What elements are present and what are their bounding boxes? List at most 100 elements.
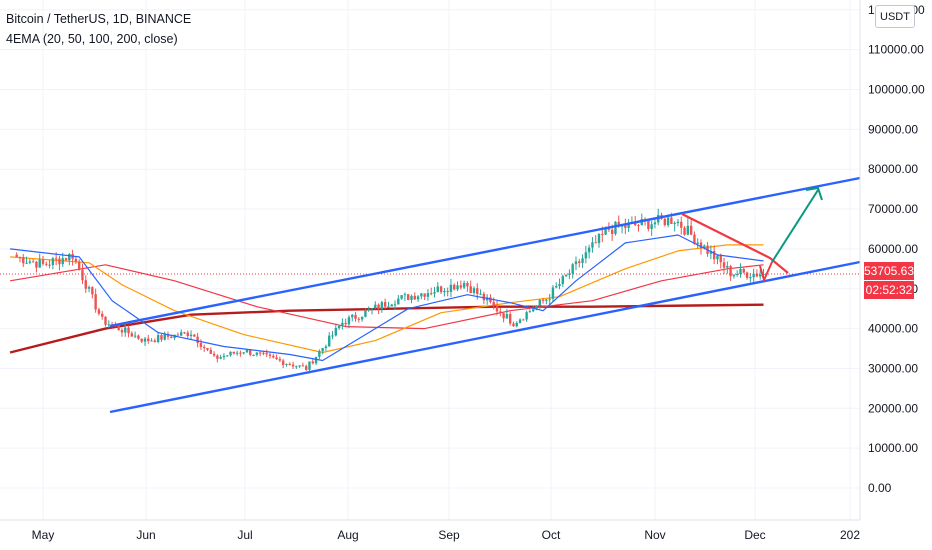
candle-body: [235, 352, 239, 354]
candle-body: [426, 293, 430, 297]
candle-body: [512, 323, 515, 327]
candle-body: [387, 306, 390, 308]
candle-body: [265, 353, 268, 355]
candle-body: [548, 298, 551, 300]
candle-body: [666, 217, 670, 226]
candle-body: [591, 242, 594, 248]
price-tick-label: 80000.00: [868, 162, 918, 176]
candle-body: [597, 233, 601, 244]
candle-body: [400, 295, 403, 299]
candle-body: [502, 313, 505, 319]
time-tick-label: 202: [840, 528, 860, 542]
candle-body: [341, 322, 344, 327]
time-axis[interactable]: May Jun Jul Aug Sep Oct Nov Dec 202: [0, 519, 860, 542]
candle-body: [469, 286, 472, 293]
candle-body: [232, 351, 236, 354]
candle-body: [91, 287, 94, 295]
candle-body: [133, 335, 137, 337]
candle-body: [571, 264, 574, 274]
candle-body: [683, 227, 686, 235]
candle-body: [153, 340, 157, 342]
price-tick-label: 10000.00: [868, 441, 918, 455]
target-arrow-line: [771, 189, 819, 263]
candle-body: [147, 338, 150, 342]
candle-body: [226, 355, 229, 357]
candle-body: [433, 292, 436, 294]
candle-body: [578, 261, 581, 263]
candle-body: [281, 360, 285, 365]
candle-body: [337, 326, 341, 329]
candle-body: [140, 338, 143, 342]
candle-body: [81, 269, 84, 281]
chart-legend: Bitcoin / TetherUS, 1D, BINANCE 4EMA (20…: [6, 9, 191, 49]
time-tick-label: Oct: [542, 528, 561, 542]
time-tick-label: May: [32, 528, 55, 542]
time-tick-label: Jul: [237, 528, 252, 542]
candle-body: [495, 305, 499, 312]
candle-body: [212, 353, 216, 356]
candle-body: [443, 291, 446, 293]
candle-body: [22, 257, 25, 264]
candle-body: [696, 242, 699, 244]
candle-body: [627, 222, 630, 228]
candle-body: [360, 316, 364, 320]
candle-body: [54, 258, 58, 260]
candle-body: [551, 287, 555, 299]
candle-body: [370, 308, 374, 310]
candle-body: [568, 273, 571, 275]
price-tick-label: 0.00: [868, 481, 892, 495]
currency-selector[interactable]: USDT: [875, 5, 915, 28]
price-tick-label: 30000.00: [868, 361, 918, 375]
price-tick-label: 20000.00: [868, 401, 918, 415]
candle-body: [676, 221, 680, 224]
candle-body: [538, 299, 541, 306]
candle-body: [321, 348, 324, 352]
candle-body: [107, 324, 110, 326]
candle-body: [160, 335, 163, 340]
candle-body: [176, 334, 180, 336]
candle-body: [403, 294, 407, 296]
candle-body: [31, 261, 35, 263]
candle-body: [709, 251, 713, 254]
candle-body: [413, 295, 416, 300]
price-axis[interactable]: 120000.00110000.00100000.0090000.0080000…: [859, 0, 925, 520]
candle-body: [446, 291, 449, 293]
candle-body: [156, 335, 160, 342]
candle-body: [255, 352, 259, 355]
price-tick-label: 70000.00: [868, 202, 918, 216]
candle-body: [574, 261, 578, 265]
candle-body: [242, 352, 245, 354]
price-tick-label: 40000.00: [868, 322, 918, 336]
candle-body: [722, 262, 726, 268]
candle-body: [48, 264, 51, 266]
symbol-title[interactable]: Bitcoin / TetherUS, 1D, BINANCE: [6, 12, 192, 26]
candle-body: [703, 245, 706, 249]
candle-body: [693, 234, 696, 244]
candle-body: [301, 365, 305, 367]
channel-upper-line: [109, 176, 861, 328]
candle-body: [318, 351, 321, 357]
candle-body: [183, 332, 186, 334]
candle-body: [617, 221, 620, 227]
wedge-breakout-arrow: [759, 261, 773, 283]
candle-body: [558, 284, 561, 287]
candle-body: [732, 274, 736, 277]
candle-body: [130, 333, 134, 337]
candle-body: [492, 302, 495, 306]
candle-body: [374, 304, 377, 309]
candle-body: [193, 334, 196, 337]
candle-body: [689, 225, 693, 235]
indicator-label[interactable]: 4EMA (20, 50, 100, 200, close): [6, 32, 178, 46]
candle-body: [742, 268, 745, 273]
candle-body: [555, 286, 558, 288]
candle-body: [245, 349, 249, 353]
candle-body: [561, 276, 565, 285]
candle-body: [594, 242, 597, 244]
candle-body: [673, 223, 676, 225]
candle-body: [239, 352, 242, 354]
price-tick-label: 100000.00: [868, 83, 925, 97]
candle-body: [406, 294, 410, 301]
candle-body: [584, 252, 588, 259]
